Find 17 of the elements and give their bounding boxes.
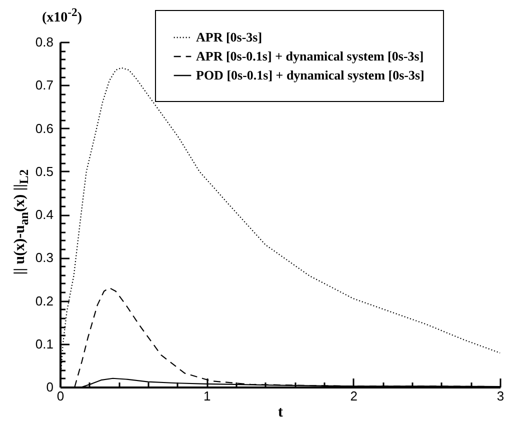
y-tick-label: 0.5 (35, 164, 54, 179)
legend-label: POD [0s-0.1s] + dynamical system [0s-3s] (196, 68, 424, 82)
x-tick-label: 1 (204, 388, 211, 404)
y-tick-label: 0.2 (35, 293, 54, 308)
y-tick-label: 0.6 (35, 120, 54, 136)
y-tick-label: 0.3 (35, 250, 54, 266)
x-tick-label: 3 (496, 388, 504, 404)
legend-label: APR [0s-3s] (196, 30, 262, 44)
y-tick-label: 0.7 (35, 78, 54, 93)
x-axis-title: t (278, 404, 283, 420)
y-tick-label: 0.1 (35, 336, 54, 352)
y-tick-label: 0.4 (35, 207, 54, 222)
text: (x10$^{-2}$) (42, 6, 82, 27)
x-tick-label: 0 (56, 388, 64, 404)
y-tick-label: 0.8 (35, 34, 54, 50)
x-tick-label: 2 (350, 388, 358, 404)
legend-label: APR [0s-0.1s] + dynamical system [0s-3s] (196, 48, 424, 64)
